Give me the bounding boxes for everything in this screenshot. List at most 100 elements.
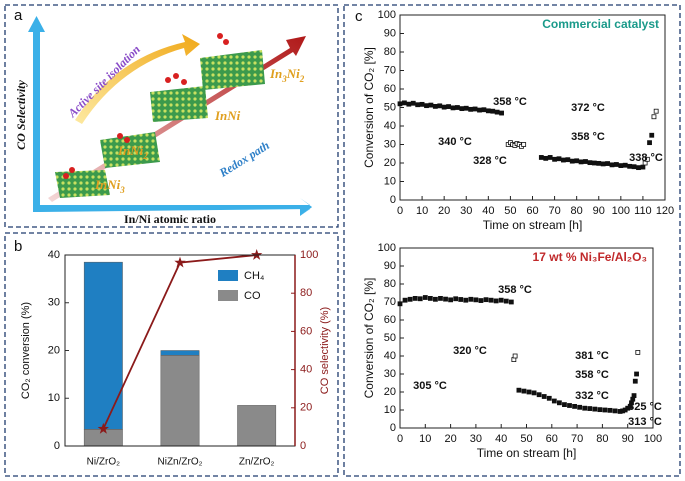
data-point: [622, 162, 628, 168]
y-tick-label: 90: [384, 260, 396, 272]
selectivity-marker: [97, 422, 109, 434]
y-tick-label: 40: [384, 120, 396, 132]
x-tick-label: 20: [444, 433, 456, 445]
data-point: [592, 406, 598, 412]
data-point: [478, 298, 484, 303]
data-point: [494, 109, 500, 115]
data-point: [498, 297, 504, 303]
data-point: [458, 297, 464, 302]
data-point: [541, 394, 547, 399]
y2-tick-label: 80: [300, 287, 312, 299]
data-point: [481, 107, 487, 113]
crystal: [100, 132, 160, 168]
temperature-label: 358 °C: [571, 131, 605, 143]
x-tick-label: 20: [438, 205, 450, 217]
bar: [160, 350, 200, 356]
data-point: [531, 390, 537, 396]
x-tick-label: NiZn/ZrO₂: [158, 457, 203, 468]
y-tick-label: 10: [384, 175, 396, 187]
temperature-label: 325 °C: [628, 401, 662, 413]
x-tick-label: 110: [634, 205, 652, 217]
axis-arrow: [40, 198, 312, 216]
data-point: [397, 301, 403, 307]
bar: [237, 405, 277, 447]
x-tick-label: 0: [397, 433, 403, 445]
data-point: [512, 353, 518, 359]
bar: [83, 429, 123, 447]
x-tick-label: 80: [571, 205, 583, 217]
data-point: [521, 142, 527, 147]
data-point: [587, 406, 593, 411]
x-tick-label: 30: [460, 205, 472, 217]
data-point: [578, 159, 584, 165]
data-point: [602, 407, 608, 413]
data-point: [632, 378, 638, 384]
data-point: [493, 298, 499, 304]
data-point: [651, 114, 657, 120]
temperature-label: 313 °C: [628, 416, 662, 428]
data-point: [552, 156, 557, 162]
temperature-label: 358 °C: [498, 284, 532, 296]
data-point: [597, 407, 603, 413]
temperature-label: 358 °C: [493, 96, 527, 108]
molecules: [63, 33, 229, 179]
data-point: [422, 295, 428, 300]
data-point: [407, 296, 413, 302]
chart-title: 17 wt % Ni₃Fe/Al₂O₃: [533, 250, 647, 264]
data-point: [546, 395, 552, 401]
y-tick-label: 0: [54, 440, 60, 452]
data-point: [427, 295, 433, 301]
panel-label: c: [355, 8, 363, 25]
data-point: [499, 110, 504, 116]
data-point: [635, 349, 641, 355]
data-point: [432, 103, 438, 109]
temperature-label: 328 °C: [473, 155, 507, 167]
temperature-label: 332 °C: [575, 390, 609, 402]
data-point: [551, 398, 557, 404]
data-point: [627, 163, 633, 169]
x-tick-label: 70: [571, 433, 583, 445]
temperature-label: 305 °C: [413, 380, 447, 392]
data-point: [417, 296, 423, 302]
data-point: [415, 102, 421, 108]
data-point: [567, 403, 572, 408]
data-point: [441, 104, 447, 110]
y-tick-label: 70: [384, 64, 396, 76]
data-point: [412, 295, 418, 301]
y-tick-label: 10: [48, 392, 60, 404]
x-tick-label: Zn/ZrO₂: [239, 457, 275, 468]
y-tick-label: 70: [384, 296, 396, 308]
phase-label: In3Ni2: [269, 66, 305, 84]
data-point: [562, 402, 567, 408]
data-point: [450, 105, 456, 111]
data-point: [543, 155, 549, 161]
data-point: [424, 103, 429, 109]
y-tick-label: 20: [48, 344, 60, 356]
data-point: [448, 297, 454, 303]
y-tick-label: 0: [390, 194, 396, 206]
data-point: [490, 108, 496, 114]
data-point: [485, 108, 491, 114]
x-tick-label: 60: [546, 433, 558, 445]
temperature-label: 338 °C: [629, 152, 663, 164]
y-tick-label: 60: [384, 83, 396, 95]
temperature-label: 358 °C: [575, 369, 609, 381]
data-point: [569, 158, 575, 164]
data-point: [526, 389, 532, 395]
plot-frame: [399, 247, 654, 429]
axis-arrow: [28, 16, 45, 32]
y-tick-label: 30: [384, 138, 396, 150]
data-point: [556, 156, 562, 162]
data-point: [419, 101, 425, 107]
y-axis-label: Conversion of CO₂ [%]: [362, 47, 376, 168]
x-tick-label: 40: [482, 205, 494, 217]
data-point: [591, 160, 597, 166]
data-point: [508, 299, 514, 305]
x-tick-label: 90: [622, 433, 634, 445]
x-tick-label: 70: [548, 205, 560, 217]
x-tick-label: 80: [596, 433, 608, 445]
y-tick-label: 20: [384, 157, 396, 169]
data-point: [503, 298, 509, 304]
x-axis-label: In/Ni atomic ratio: [124, 212, 216, 226]
data-point: [583, 159, 588, 164]
